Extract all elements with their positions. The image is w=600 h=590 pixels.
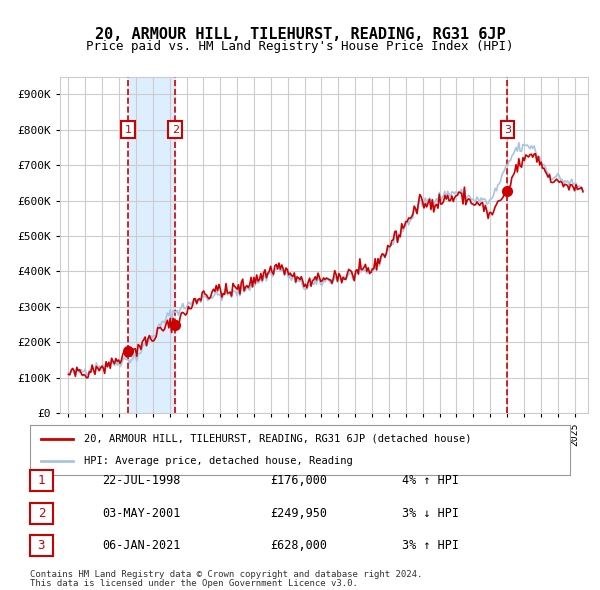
- Text: 06-JAN-2021: 06-JAN-2021: [102, 539, 181, 552]
- Text: 1: 1: [125, 125, 132, 135]
- Text: 4% ↑ HPI: 4% ↑ HPI: [402, 474, 459, 487]
- Text: 20, ARMOUR HILL, TILEHURST, READING, RG31 6JP (detached house): 20, ARMOUR HILL, TILEHURST, READING, RG3…: [84, 434, 472, 444]
- Text: This data is licensed under the Open Government Licence v3.0.: This data is licensed under the Open Gov…: [30, 579, 358, 588]
- Text: £249,950: £249,950: [270, 507, 327, 520]
- Text: HPI: Average price, detached house, Reading: HPI: Average price, detached house, Read…: [84, 456, 353, 466]
- Text: 20, ARMOUR HILL, TILEHURST, READING, RG31 6JP: 20, ARMOUR HILL, TILEHURST, READING, RG3…: [95, 27, 505, 41]
- Text: 3: 3: [504, 125, 511, 135]
- Text: 3% ↑ HPI: 3% ↑ HPI: [402, 539, 459, 552]
- Text: Price paid vs. HM Land Registry's House Price Index (HPI): Price paid vs. HM Land Registry's House …: [86, 40, 514, 53]
- Text: 3% ↓ HPI: 3% ↓ HPI: [402, 507, 459, 520]
- Text: Contains HM Land Registry data © Crown copyright and database right 2024.: Contains HM Land Registry data © Crown c…: [30, 571, 422, 579]
- Text: 3: 3: [38, 539, 45, 552]
- Text: 2: 2: [38, 507, 45, 520]
- Text: 03-MAY-2001: 03-MAY-2001: [102, 507, 181, 520]
- Text: 1: 1: [38, 474, 45, 487]
- Text: 2: 2: [172, 125, 179, 135]
- Text: 22-JUL-1998: 22-JUL-1998: [102, 474, 181, 487]
- Text: £628,000: £628,000: [270, 539, 327, 552]
- Bar: [128, 77, 175, 413]
- Text: £176,000: £176,000: [270, 474, 327, 487]
